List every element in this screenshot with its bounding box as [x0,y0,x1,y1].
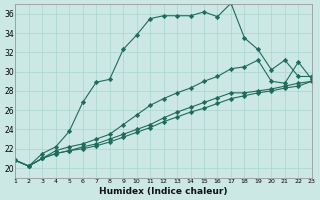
X-axis label: Humidex (Indice chaleur): Humidex (Indice chaleur) [99,187,228,196]
